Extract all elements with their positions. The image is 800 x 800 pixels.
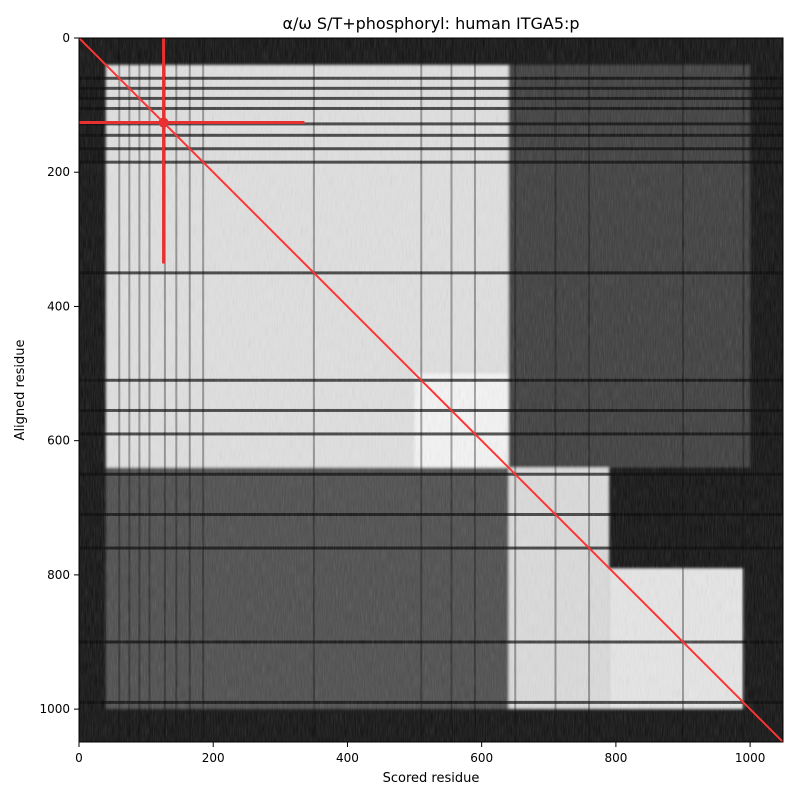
y-tick-label-0: 0 xyxy=(62,31,70,45)
y-tick-label-800: 800 xyxy=(47,568,70,582)
x-tick-label-0: 0 xyxy=(75,751,83,765)
x-tick-label-400: 400 xyxy=(336,751,359,765)
x-axis: 0 200 400 600 800 1000 xyxy=(75,742,765,765)
y-tick-label-400: 400 xyxy=(47,299,70,313)
highlight-site-marker xyxy=(79,38,305,264)
diagonal-line xyxy=(79,38,783,742)
x-tick-label-800: 800 xyxy=(604,751,627,765)
y-tick-label-600: 600 xyxy=(47,434,70,448)
y-axis-label: Aligned residue xyxy=(13,340,28,441)
highlight-site-point xyxy=(158,117,169,128)
plot-frame xyxy=(78,37,784,743)
heatmap-plot-area xyxy=(79,38,783,742)
x-tick-label-1000: 1000 xyxy=(735,751,766,765)
y-tick-label-1000: 1000 xyxy=(39,702,70,716)
y-tick-label-200: 200 xyxy=(47,165,70,179)
y-axis: 0 200 400 600 800 1000 xyxy=(39,31,79,716)
chart-title: α/ω S/T+phosphoryl: human ITGA5:p xyxy=(282,14,579,33)
x-tick-label-200: 200 xyxy=(202,751,225,765)
x-tick-label-600: 600 xyxy=(470,751,493,765)
x-axis-label: Scored residue xyxy=(383,771,480,786)
